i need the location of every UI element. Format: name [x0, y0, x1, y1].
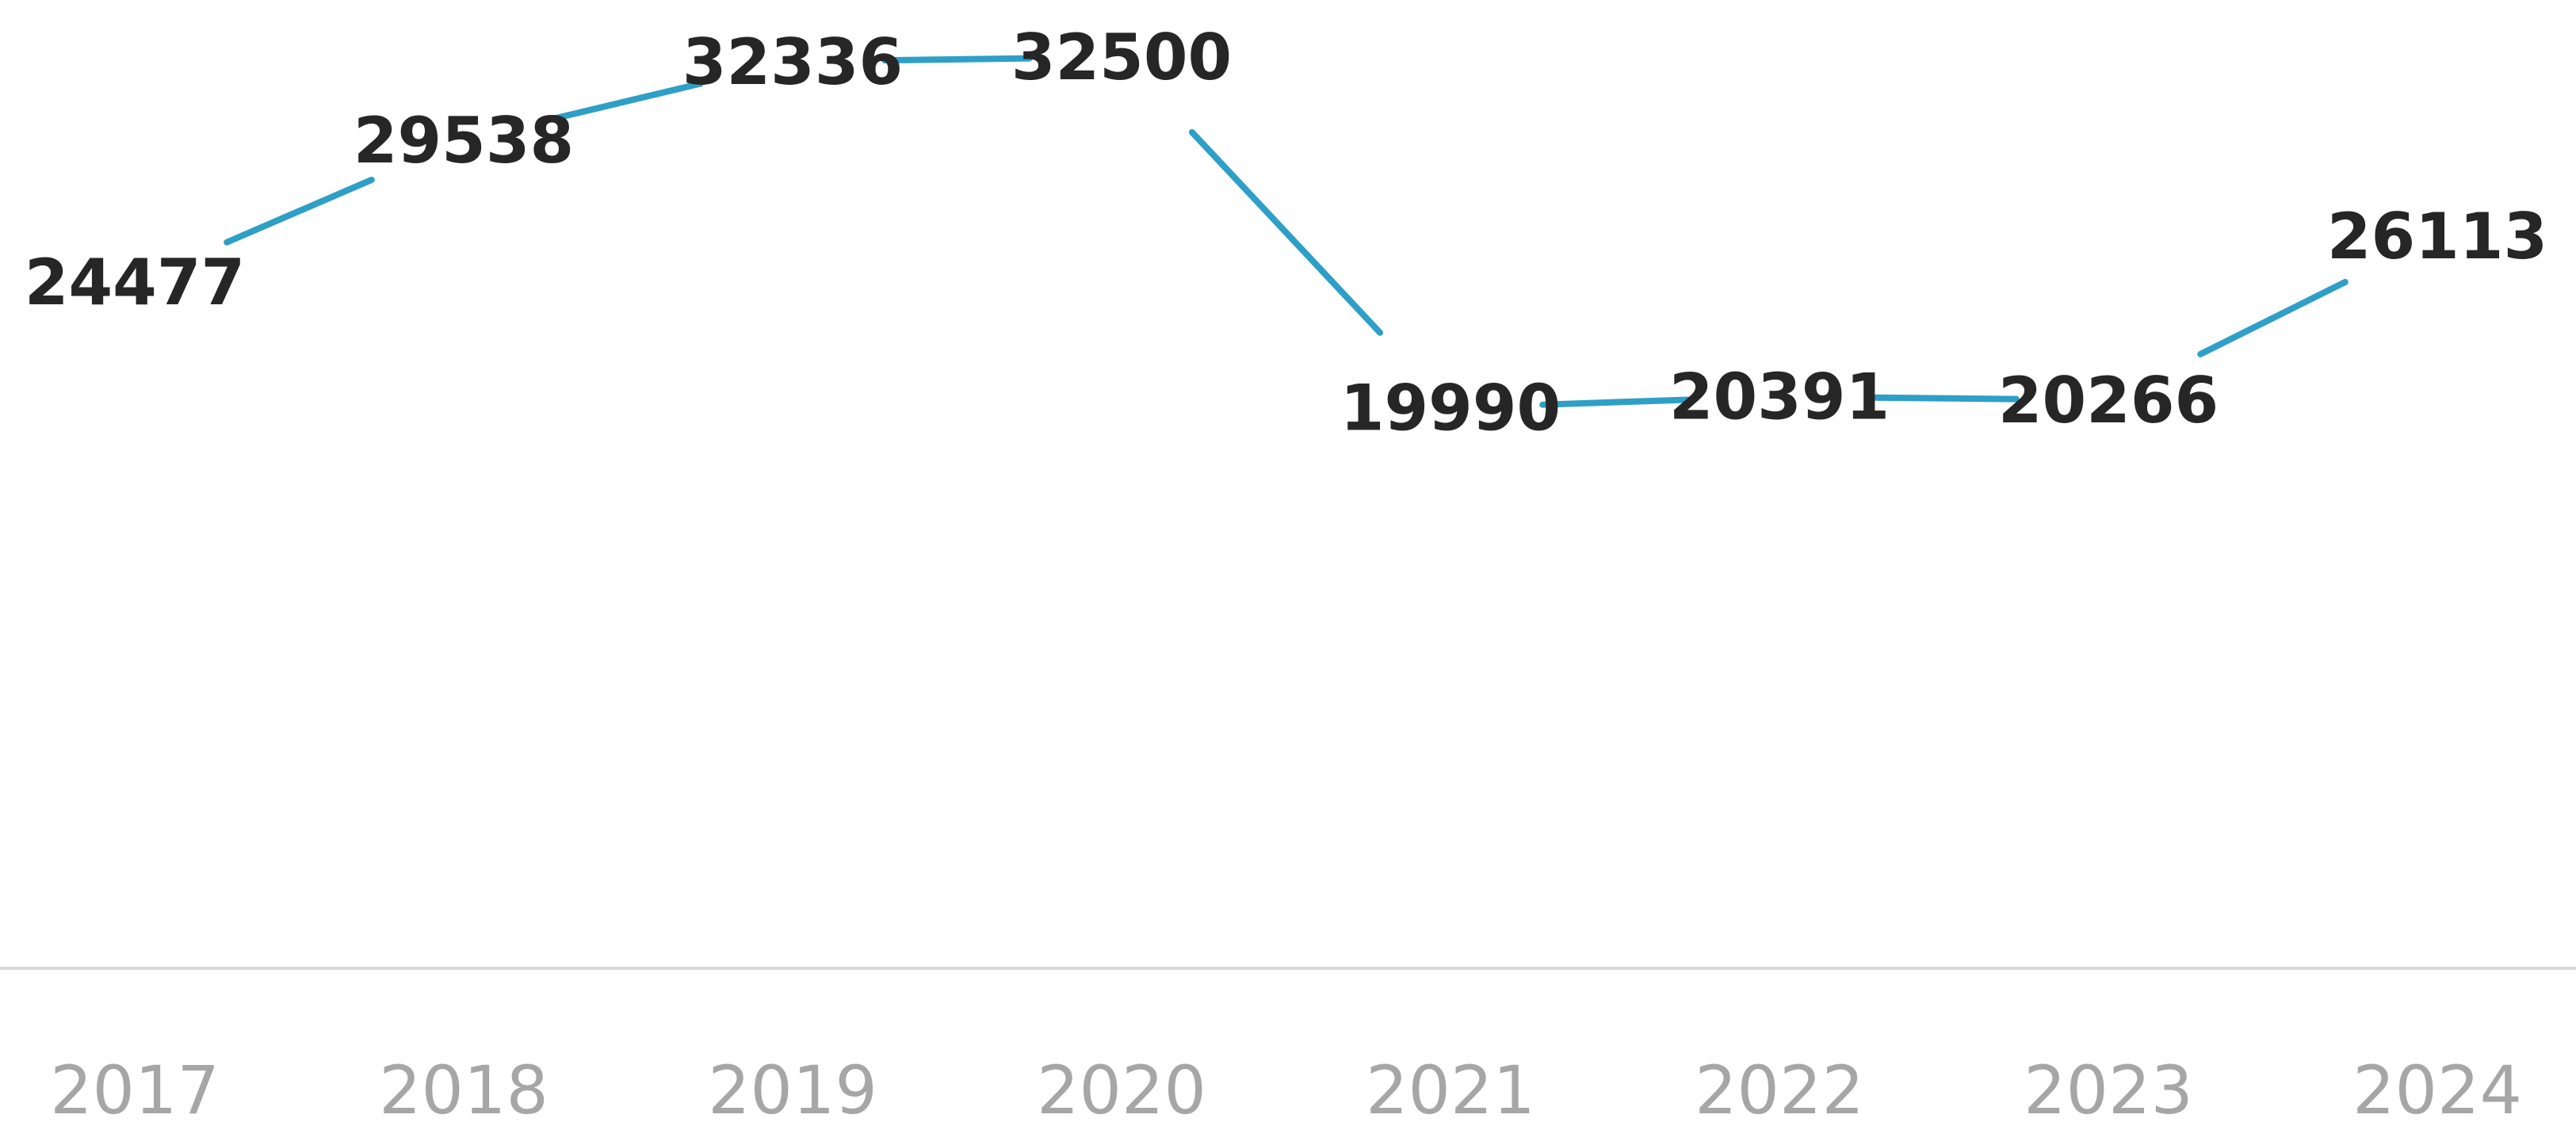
data-label: 32336 — [682, 25, 903, 99]
series-line-segment — [552, 80, 704, 122]
series-line-segment — [881, 55, 1033, 64]
x-tick-label: 2021 — [1366, 1052, 1535, 1126]
series-line-segment — [1539, 396, 1691, 408]
data-label: 26113 — [2327, 200, 2547, 273]
data-label: 20266 — [1998, 364, 2219, 437]
x-tick-label: 2017 — [50, 1052, 220, 1126]
series-line-segment — [224, 176, 375, 246]
data-label: 19990 — [1340, 372, 1561, 445]
data-label: 24477 — [25, 246, 245, 319]
x-tick-label: 2022 — [1695, 1052, 1864, 1126]
x-axis-tick-labels: 2017 2018 2019 2020 2021 2022 2023 2024 — [50, 1052, 2522, 1126]
data-label: 29538 — [354, 104, 574, 177]
x-tick-label: 2019 — [708, 1052, 877, 1126]
x-tick-label: 2023 — [2024, 1052, 2193, 1126]
x-tick-label: 2024 — [2352, 1052, 2522, 1126]
x-tick-label: 2020 — [1037, 1052, 1206, 1126]
series-line-layer — [224, 55, 2349, 408]
x-tick-label: 2018 — [379, 1052, 548, 1126]
data-label: 20391 — [1669, 360, 1890, 433]
series-line-segment — [1868, 394, 2020, 403]
data-label: 32500 — [1011, 21, 1232, 94]
series-line-segment — [1188, 128, 1384, 336]
series-line-segment — [2197, 278, 2349, 357]
data-label-layer: 24477 29538 32336 32500 19990 20391 20266 26113 — [25, 21, 2547, 445]
